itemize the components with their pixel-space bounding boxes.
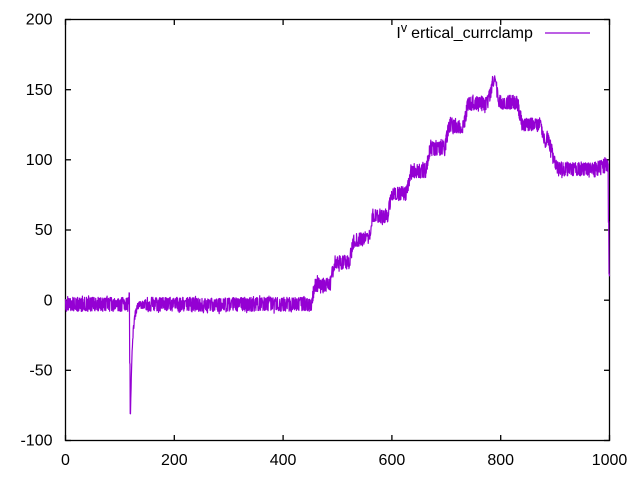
svg-text:200: 200 (26, 12, 53, 29)
svg-text:-50: -50 (29, 363, 52, 380)
svg-text:0: 0 (61, 452, 70, 469)
svg-text:-100: -100 (20, 433, 52, 450)
svg-text:1000: 1000 (592, 452, 628, 469)
svg-text:200: 200 (161, 452, 188, 469)
svg-text:600: 600 (379, 452, 406, 469)
svg-text:100: 100 (26, 152, 53, 169)
svg-text:800: 800 (487, 452, 514, 469)
svg-text:150: 150 (26, 82, 53, 99)
svg-text:400: 400 (270, 452, 297, 469)
svg-text:50: 50 (35, 222, 53, 239)
svg-text:0: 0 (44, 292, 53, 309)
